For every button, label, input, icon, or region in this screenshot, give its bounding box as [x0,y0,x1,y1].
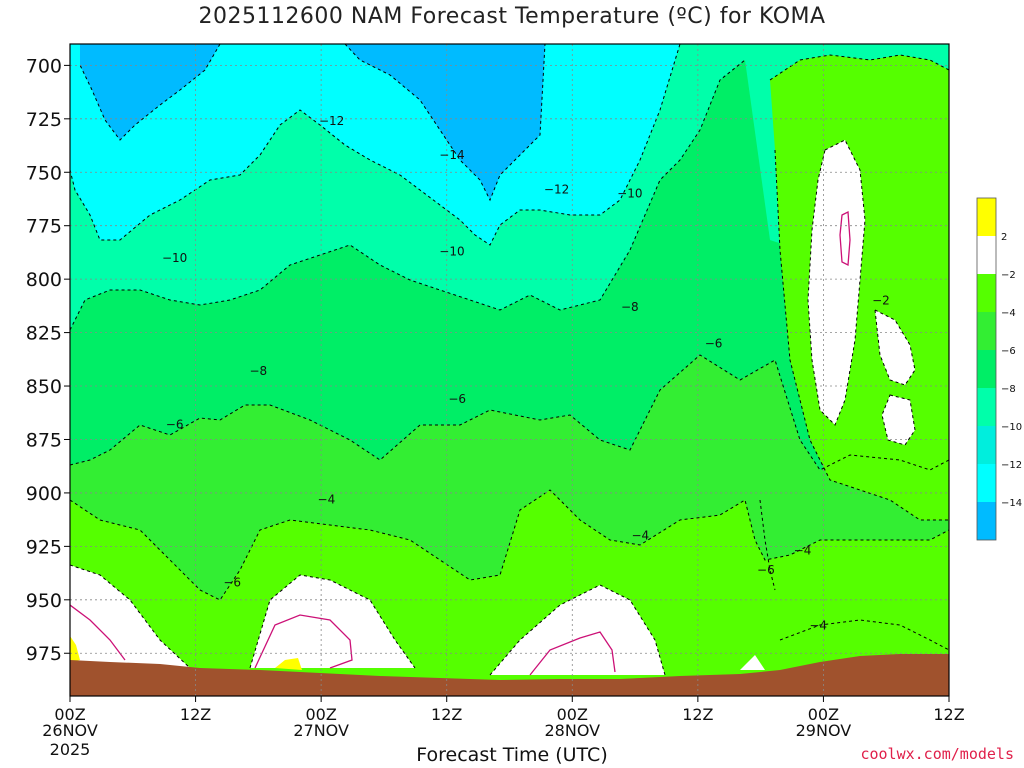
plot-frame [69,43,950,697]
y-tick-label: 925 [26,536,62,558]
band-neg2-2-a [808,140,865,425]
x-tick-label: 00Z [54,705,85,724]
contour-label: −4 [809,618,827,632]
band-neg2-2-f [490,585,665,675]
band-neg2-2-g [740,655,765,670]
legend-swatch [977,350,996,388]
contour-label: −6 [705,336,723,350]
y-tick-label: 975 [26,643,62,665]
band-neg2-2-c [882,395,915,445]
band-below-neg14-2 [80,44,220,140]
x-tick-year: 2025 [50,740,91,759]
band-above-2-a [70,636,80,662]
x-tick-label: 12Z [431,705,462,724]
terrain [70,654,949,696]
chart-title: 2025112600 NAM Forecast Temperature (ºC)… [198,4,826,29]
plot-area [70,44,949,696]
x-tick-label: 00Z [305,705,336,724]
y-tick-label: 775 [26,216,62,238]
x-tick-date: 29NOV [796,721,852,740]
contour-label: −4 [318,492,336,506]
band-neg2-2-d [70,565,190,668]
contour-label: −6 [448,392,466,406]
contour-label: −12 [319,114,344,128]
band-neg2-2-b [875,310,915,385]
legend-label: −14 [1001,498,1022,509]
legend-label: 2 [1001,232,1007,243]
contour-label: −14 [439,148,464,162]
y-tick-label: 800 [26,269,62,291]
legend-label: −10 [1001,422,1022,433]
y-tick-label: 950 [26,590,62,612]
x-tick-label: 12Z [933,705,964,724]
contour-label: −10 [617,187,642,201]
legend-label: −2 [1001,270,1016,281]
legend-swatch [977,198,996,236]
contour-label: −8 [621,300,639,314]
legend-swatch [977,426,996,464]
credit-link[interactable]: coolwx.com/models [860,745,1014,763]
grid-lines [70,44,949,696]
band-below-neg14 [70,44,545,200]
contour-label: −4 [794,544,812,558]
x-tick-date: 28NOV [544,721,600,740]
legend-swatch [977,502,996,540]
legend-swatch [977,464,996,502]
legend-label: −8 [1001,384,1016,395]
legend: 2 −2 −4 −6 −8 −10 −12 −14 [976,197,1022,541]
y-tick-label: 750 [26,162,62,184]
x-tick-label: 12Z [682,705,713,724]
legend-label: −4 [1001,308,1016,319]
legend-frame [976,197,997,541]
contour-lines [70,44,949,676]
contour-label: −6 [166,418,184,432]
contour-label: −6 [223,576,241,590]
contour-label: −10 [162,251,187,265]
x-tick-label: 12Z [180,705,211,724]
contour-label: −6 [757,563,775,577]
freezing-contours [70,210,851,676]
contour-label: −10 [439,244,464,258]
x-tick-date: 26NOV [42,721,98,740]
band-above-2-b [275,658,302,670]
y-tick-label: 725 [26,109,62,131]
x-tick-label: 00Z [808,705,839,724]
y-tick-label: 850 [26,376,62,398]
legend-swatch [977,388,996,426]
y-tick-label: 875 [26,429,62,451]
legend-label: −6 [1001,346,1016,357]
y-axis: 700 725 750 775 800 825 850 875 900 925 950 975 [26,55,70,665]
legend-swatch [977,274,996,312]
contour-label: −2 [872,294,890,308]
band-neg2-2-e [250,575,415,668]
legend-swatch [977,236,996,274]
contour-label: −8 [250,364,268,378]
x-tick-label: 00Z [557,705,588,724]
y-tick-label: 700 [26,55,62,77]
legend-swatch [977,312,996,350]
x-tick-date: 27NOV [293,721,349,740]
contour-labels: −12 −14 −12 −10 −10 −10 −8 −8 −6 −6 −6 −2 −4 −4 −4 −6 −6… [162,114,890,632]
contour-label: −12 [544,182,569,196]
legend-label: −12 [1001,460,1022,471]
y-tick-label: 825 [26,323,62,345]
contour-label: −4 [631,529,649,543]
y-tick-label: 900 [26,483,62,505]
x-axis-label: Forecast Time (UTC) [416,744,608,766]
